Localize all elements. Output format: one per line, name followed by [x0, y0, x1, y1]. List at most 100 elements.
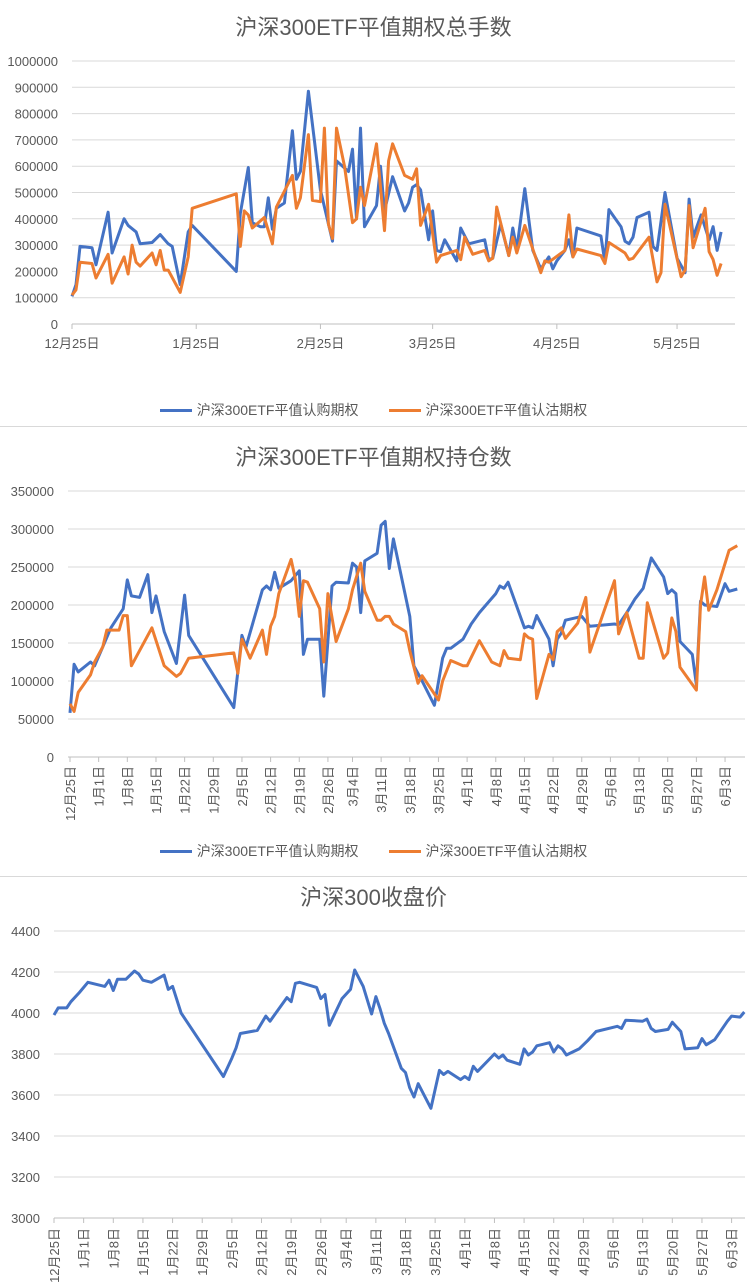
- x-tick-label: 1月15日: [136, 1228, 151, 1276]
- x-tick-label: 2月12日: [264, 766, 279, 814]
- y-tick-label: 300000: [11, 522, 54, 537]
- x-tick-label: 4月22日: [547, 1228, 562, 1276]
- y-tick-label: 600000: [15, 159, 58, 174]
- y-tick-label: 200000: [15, 264, 58, 279]
- y-tick-label: 3400: [11, 1129, 40, 1144]
- x-tick-label: 5月6日: [603, 766, 618, 806]
- x-tick-label: 3月18日: [403, 766, 418, 814]
- y-tick-label: 250000: [11, 560, 54, 575]
- x-tick-label: 4月15日: [517, 766, 532, 814]
- legend-label-call: 沪深300ETF平值认购期权: [196, 843, 359, 859]
- x-tick-label: 2月25日: [297, 336, 345, 351]
- x-tick-label: 2月5日: [235, 766, 250, 806]
- x-tick-label: 3月4日: [345, 766, 360, 806]
- x-tick-label: 1月15日: [149, 766, 164, 814]
- y-tick-label: 3000: [11, 1211, 40, 1226]
- legend-swatch-call: [159, 408, 192, 412]
- y-tick-label: 350000: [11, 484, 54, 499]
- x-tick-label: 4月15日: [517, 1228, 532, 1276]
- chart-1-legend: 沪深300ETF平值认购期权 沪深300ETF平值认沽期权: [0, 400, 747, 420]
- y-tick-label: 4200: [11, 965, 40, 980]
- x-tick-label: 3月11日: [369, 1228, 384, 1275]
- x-tick-label: 1月25日: [172, 336, 220, 351]
- chart-divider: [0, 426, 747, 427]
- y-tick-label: 500000: [15, 186, 58, 201]
- x-tick-label: 6月3日: [718, 766, 733, 806]
- x-tick-label: 12月25日: [45, 336, 100, 351]
- x-tick-label: 4月1日: [458, 1228, 473, 1268]
- legend-item-call: 沪深300ETF平值认购期权: [159, 400, 359, 420]
- series-line-call: [52, 968, 746, 1110]
- chart-1-title: 沪深300ETF平值期权总手数: [235, 15, 512, 40]
- y-tick-label: 0: [51, 317, 58, 332]
- y-tick-label: 4000: [11, 1006, 40, 1021]
- y-tick-label: 4400: [11, 924, 40, 939]
- x-tick-label: 5月6日: [606, 1228, 621, 1268]
- legend-swatch-put: [388, 849, 421, 853]
- x-tick-label: 4月1日: [460, 766, 475, 806]
- y-tick-label: 900000: [15, 80, 58, 95]
- x-tick-label: 1月22日: [178, 766, 193, 814]
- x-tick-label: 1月22日: [166, 1228, 181, 1276]
- x-tick-label: 3月11日: [374, 766, 389, 813]
- chart-2-legend: 沪深300ETF平值认购期权 沪深300ETF平值认沽期权: [0, 841, 747, 861]
- x-tick-label: 4月29日: [576, 1228, 591, 1276]
- x-tick-label: 2月12日: [255, 1228, 270, 1276]
- legend-label-put: 沪深300ETF平值认沽期权: [425, 843, 588, 859]
- legend-item-put: 沪深300ETF平值认沽期权: [388, 841, 588, 861]
- x-tick-label: 4月25日: [533, 336, 581, 351]
- x-tick-label: 1月29日: [195, 1228, 210, 1276]
- x-tick-label: 5月27日: [689, 766, 704, 814]
- series-line-put: [70, 126, 723, 297]
- x-tick-label: 3月18日: [399, 1228, 414, 1276]
- x-tick-label: 4月8日: [487, 1228, 502, 1268]
- legend-label-put: 沪深300ETF平值认沽期权: [425, 402, 588, 418]
- x-tick-label: 4月8日: [489, 766, 504, 806]
- y-tick-label: 300000: [15, 238, 58, 253]
- legend-item-call: 沪深300ETF平值认购期权: [159, 841, 359, 861]
- x-tick-label: 5月13日: [632, 766, 647, 814]
- x-tick-label: 2月19日: [292, 766, 307, 814]
- x-tick-label: 5月20日: [665, 1228, 680, 1276]
- series-line-call: [70, 89, 723, 297]
- x-tick-label: 1月8日: [106, 1228, 121, 1268]
- y-tick-label: 700000: [15, 133, 58, 148]
- series-line-call: [68, 519, 738, 714]
- legend-label-call: 沪深300ETF平值认购期权: [196, 402, 359, 418]
- x-tick-label: 3月25日: [428, 1228, 443, 1276]
- y-tick-label: 3800: [11, 1047, 40, 1062]
- x-tick-label: 2月5日: [225, 1228, 240, 1268]
- x-tick-label: 3月25日: [431, 766, 446, 814]
- x-tick-label: 5月13日: [636, 1228, 651, 1276]
- series-line-put: [68, 544, 739, 713]
- y-tick-label: 200000: [11, 598, 54, 613]
- y-tick-label: 800000: [15, 107, 58, 122]
- chart-divider: [0, 876, 747, 877]
- y-tick-label: 50000: [18, 712, 54, 727]
- y-tick-label: 150000: [11, 636, 54, 651]
- y-tick-label: 0: [47, 750, 54, 765]
- x-tick-label: 3月25日: [409, 336, 457, 351]
- x-tick-label: 12月25日: [63, 766, 78, 821]
- y-tick-label: 400000: [15, 212, 58, 227]
- x-tick-label: 5月27日: [695, 1228, 710, 1276]
- x-tick-label: 4月22日: [546, 766, 561, 814]
- y-tick-label: 100000: [11, 674, 54, 689]
- x-tick-label: 12月25日: [47, 1228, 62, 1283]
- x-tick-label: 3月4日: [339, 1228, 354, 1268]
- legend-swatch-put: [388, 408, 421, 412]
- x-tick-label: 1月1日: [92, 766, 107, 806]
- legend-swatch-call: [159, 849, 192, 853]
- x-tick-label: 5月20日: [661, 766, 676, 814]
- legend-item-put: 沪深300ETF平值认沽期权: [388, 400, 588, 420]
- x-tick-label: 6月3日: [725, 1228, 740, 1268]
- y-tick-label: 3200: [11, 1170, 40, 1185]
- chart-2-title: 沪深300ETF平值期权持仓数: [235, 445, 512, 470]
- x-tick-label: 1月1日: [77, 1228, 92, 1268]
- y-tick-label: 100000: [15, 291, 58, 306]
- x-tick-label: 1月29日: [206, 766, 221, 814]
- x-tick-label: 2月26日: [314, 1228, 329, 1276]
- x-tick-label: 2月19日: [284, 1228, 299, 1276]
